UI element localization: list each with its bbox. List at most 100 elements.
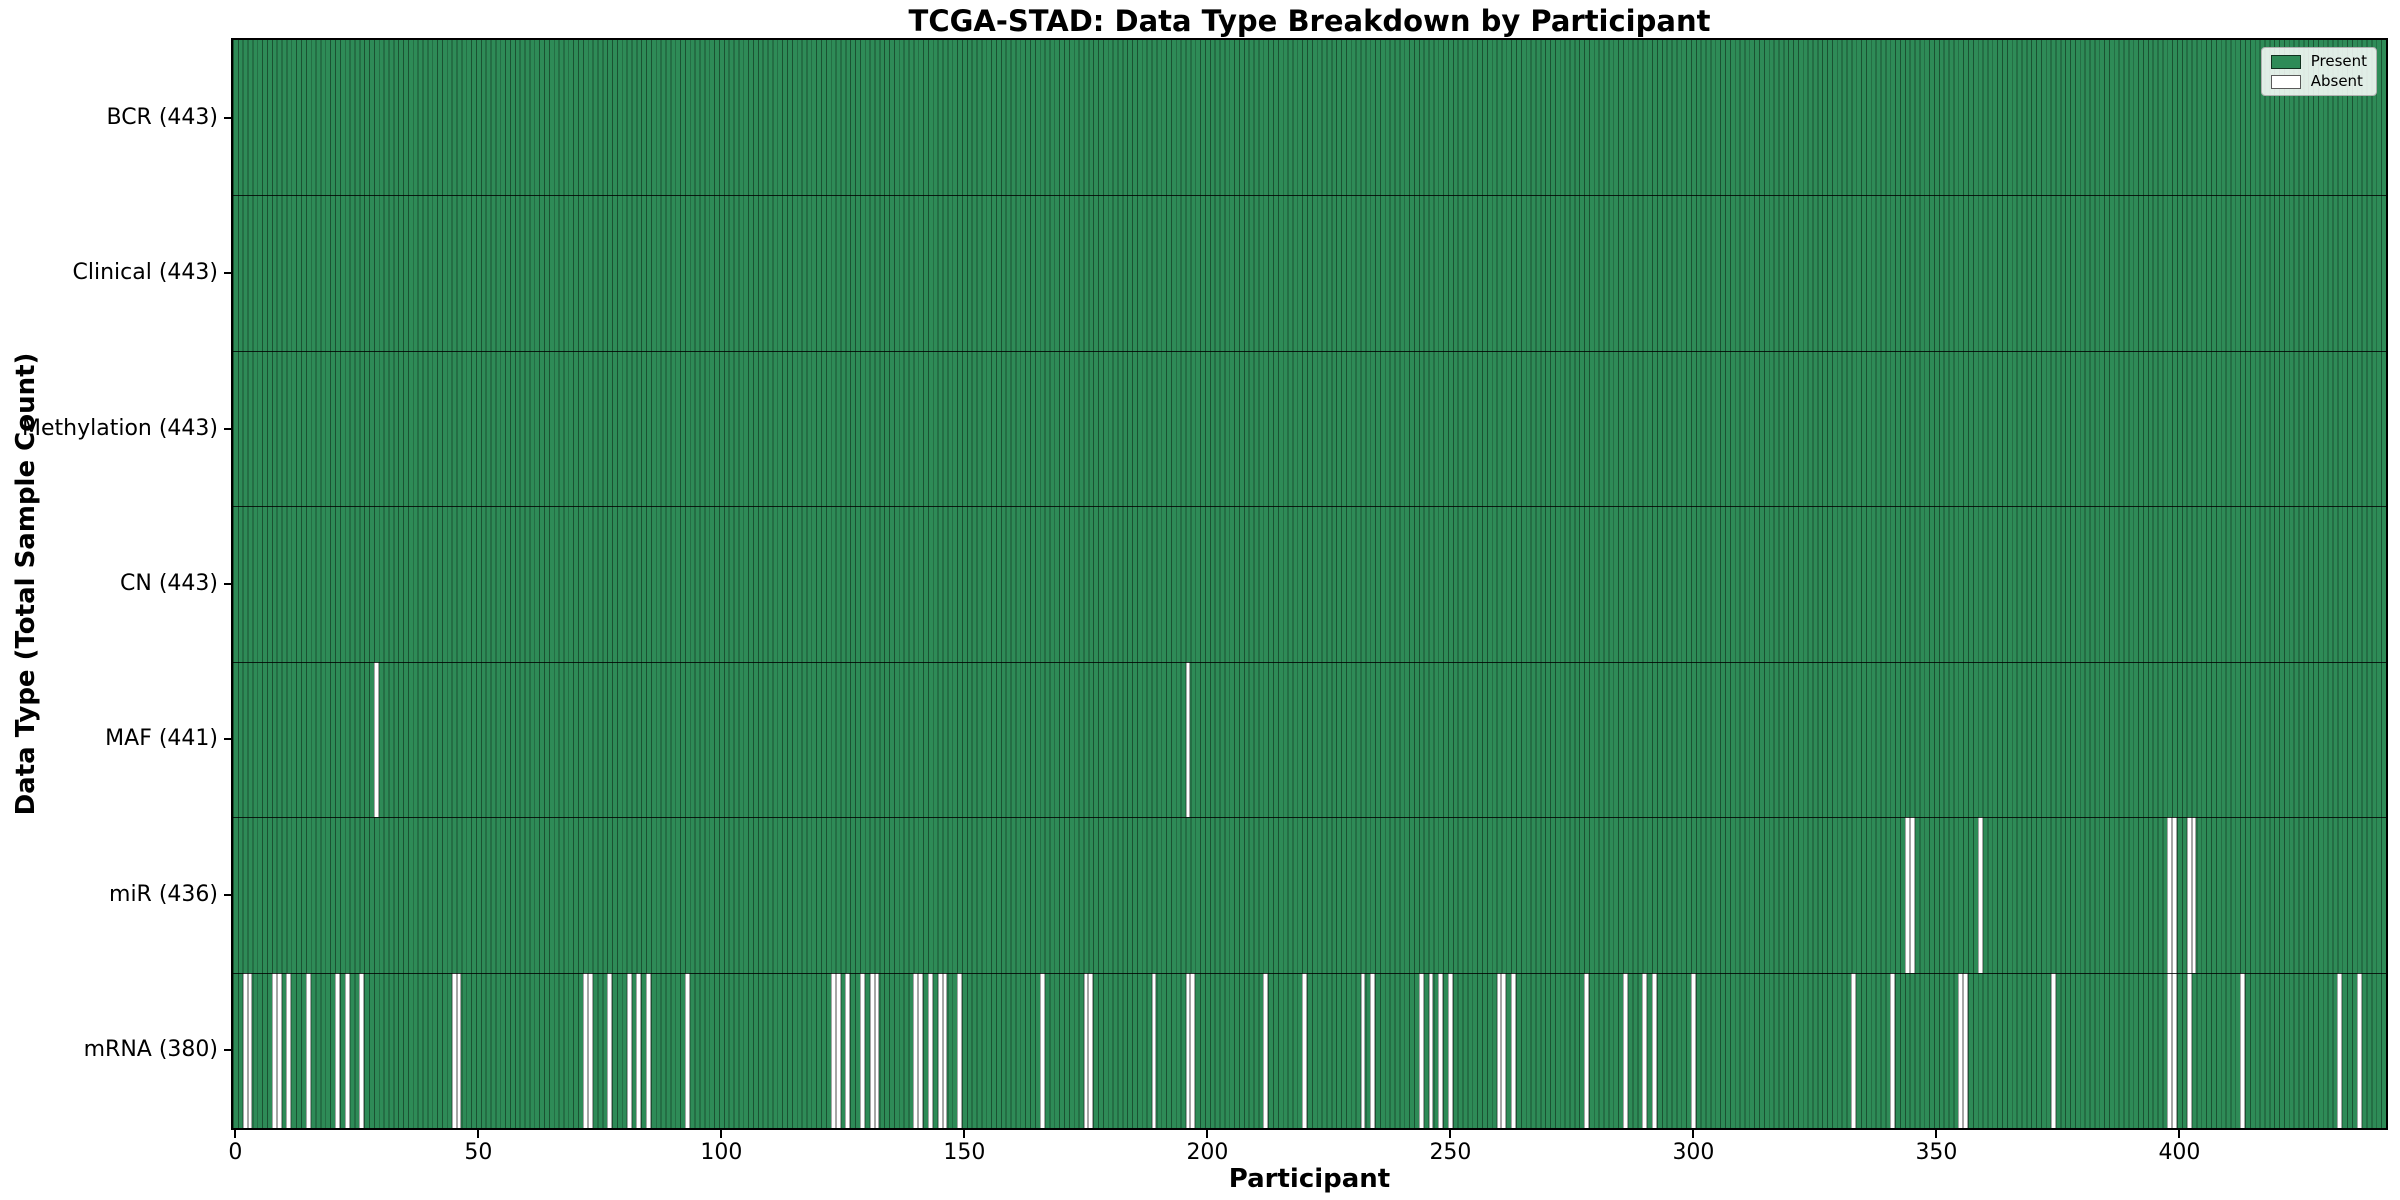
- absent-cell: [335, 972, 340, 1128]
- absent-cell: [1185, 661, 1191, 818]
- absent-cell: [1958, 972, 1964, 1128]
- absent-cell: [2356, 972, 2362, 1128]
- x-tick-mark: [1206, 1130, 1209, 1138]
- absent-cell: [276, 972, 282, 1128]
- absent-cell: [927, 972, 933, 1128]
- absent-cell: [344, 972, 350, 1128]
- x-tick-mark: [720, 1130, 723, 1138]
- absent-cell: [636, 972, 642, 1128]
- absent-cell: [1501, 972, 1507, 1128]
- absent-cell: [359, 972, 365, 1128]
- x-tick-mark: [477, 1130, 480, 1138]
- absent-cell: [2167, 972, 2173, 1128]
- absent-cell: [2167, 817, 2173, 973]
- row-separator: [233, 195, 2386, 197]
- absent-cell: [451, 972, 457, 1128]
- row-Clinical: [233, 195, 2386, 351]
- x-tick-label: 250: [1429, 1140, 1472, 1165]
- absent-cell: [1963, 972, 1969, 1128]
- x-tick-label: 50: [464, 1140, 493, 1165]
- absent-cell: [2172, 817, 2178, 973]
- absent-cell: [271, 972, 277, 1128]
- y-tick-mark: [224, 427, 232, 430]
- row-Methylation: [233, 350, 2386, 507]
- x-tick-mark: [1449, 1130, 1452, 1138]
- row-miR: [233, 817, 2386, 973]
- absent-cell: [1428, 972, 1434, 1128]
- absent-cell: [942, 972, 948, 1128]
- absent-cell: [1584, 972, 1589, 1128]
- absent-cell: [305, 972, 311, 1128]
- row-separator: [233, 972, 2386, 974]
- row-separator: [233, 661, 2386, 663]
- row-separator: [233, 350, 2386, 352]
- y-tick-mark: [224, 583, 232, 585]
- absent-cell: [957, 972, 962, 1128]
- row-MAF: [233, 661, 2386, 818]
- absent-cell: [1151, 972, 1157, 1128]
- absent-cell: [582, 972, 588, 1128]
- x-tick-mark: [2178, 1130, 2181, 1138]
- legend-entry-present: Present: [2270, 52, 2367, 70]
- y-tick-label: BCR (443): [106, 104, 218, 130]
- absent-cell: [286, 972, 292, 1128]
- y-tick-label: mRNA (380): [83, 1037, 218, 1063]
- absent-cell: [835, 972, 841, 1128]
- row-BCR: [233, 40, 2386, 196]
- absent-cell: [1418, 972, 1424, 1128]
- absent-cell: [869, 972, 875, 1128]
- legend-label-absent: Absent: [2310, 72, 2363, 90]
- y-tick-mark: [224, 272, 232, 275]
- absent-cell: [456, 972, 462, 1128]
- row-separator: [233, 817, 2386, 819]
- y-tick-label: miR (436): [109, 881, 218, 907]
- absent-cell: [1496, 972, 1502, 1128]
- legend-label-present: Present: [2310, 52, 2367, 70]
- row-mRNA: [233, 972, 2386, 1128]
- absent-cell: [1039, 972, 1045, 1128]
- x-tick-mark: [1692, 1130, 1695, 1138]
- x-tick-label: 100: [700, 1140, 743, 1165]
- legend-entry-absent: Absent: [2270, 72, 2367, 90]
- y-tick-label: Clinical (443): [72, 260, 218, 286]
- absent-cell: [874, 972, 880, 1128]
- absent-cell: [1622, 972, 1628, 1128]
- absent-cell: [937, 972, 943, 1128]
- x-tick-mark: [963, 1130, 966, 1138]
- absent-cell: [626, 972, 632, 1128]
- y-tick-mark: [224, 116, 232, 119]
- absent-cell: [913, 972, 919, 1128]
- absent-cell: [684, 972, 690, 1128]
- absent-cell: [1302, 972, 1308, 1128]
- absent-cell: [1190, 972, 1196, 1128]
- absent-cell: [1977, 817, 1983, 973]
- absent-cell: [242, 972, 248, 1128]
- absent-cell: [1370, 972, 1376, 1128]
- absent-cell: [1438, 972, 1444, 1128]
- absent-cell: [2172, 972, 2178, 1128]
- absent-cell: [830, 972, 836, 1128]
- absent-cell: [1088, 972, 1094, 1128]
- absent-cell: [1851, 972, 1857, 1128]
- absent-cell: [1360, 972, 1366, 1128]
- y-tick-mark: [224, 893, 232, 896]
- absent-cell: [2050, 972, 2056, 1128]
- y-tick-mark: [224, 738, 232, 741]
- absent-cell: [646, 972, 651, 1128]
- x-axis-label: Participant: [1228, 1164, 1391, 1194]
- x-tick-label: 150: [943, 1140, 986, 1165]
- absent-cell: [247, 972, 253, 1128]
- absent-cell: [1511, 972, 1517, 1128]
- x-tick-label: 200: [1186, 1140, 1229, 1165]
- absent-cell: [859, 972, 865, 1128]
- absent-cell: [1652, 972, 1657, 1128]
- absent-cell: [1904, 817, 1910, 973]
- legend: Present Absent: [2260, 47, 2377, 96]
- absent-cell: [587, 972, 593, 1128]
- absent-cell: [373, 661, 379, 818]
- absent-cell: [2337, 972, 2343, 1128]
- x-tick-label: 350: [1915, 1140, 1958, 1165]
- x-tick-mark: [234, 1130, 237, 1138]
- absent-cell: [2191, 817, 2197, 973]
